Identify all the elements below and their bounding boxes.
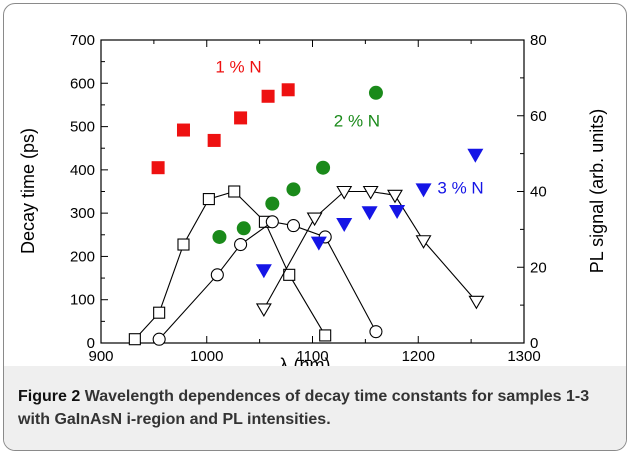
decay-point	[281, 83, 295, 97]
series-annotation: 1 % N	[215, 57, 261, 76]
y-tick-label: 300	[70, 205, 95, 222]
pl-point	[255, 303, 272, 318]
decay-point	[389, 204, 406, 219]
decay-point	[265, 196, 280, 211]
pl-point	[306, 212, 323, 227]
pl-point	[234, 237, 248, 252]
y-tick-label: 600	[70, 75, 95, 92]
decay-point	[310, 236, 327, 251]
pl-point	[228, 185, 241, 198]
decay-point	[176, 123, 190, 137]
x-axis-label: λ (nm)	[280, 355, 331, 366]
pl-line	[158, 221, 377, 340]
y-tick-label: 500	[70, 119, 95, 136]
decay-point	[236, 221, 251, 236]
y2-tick-label: 60	[530, 108, 547, 125]
y-tick-label: 700	[70, 32, 95, 49]
decay-point	[361, 206, 378, 221]
pl-point	[286, 219, 301, 233]
figure-frame: Decay time (ps) PL signal (arb. units) λ…	[3, 3, 627, 451]
x-tick-label: 1200	[402, 348, 435, 365]
pl-line	[134, 190, 326, 340]
y-tick-label: 100	[70, 292, 95, 309]
pl-point	[210, 268, 224, 282]
y2-tick-label: 20	[530, 259, 547, 276]
caption-band	[4, 366, 626, 450]
series-annotation: 3 % N	[437, 179, 483, 198]
x-tick-label: 1100	[296, 348, 328, 365]
caption-label: Figure 2	[18, 388, 81, 405]
pl-point	[177, 238, 190, 251]
pl-point	[153, 306, 166, 319]
decay-point	[467, 148, 484, 163]
series-annotation: 2 % N	[334, 112, 380, 131]
decay-point	[207, 133, 221, 147]
pl-point	[283, 268, 296, 281]
decay-point	[336, 217, 353, 232]
pl-point	[319, 329, 332, 342]
y2-tick-label: 0	[530, 335, 538, 352]
decay-point	[151, 161, 165, 175]
decay-point	[234, 111, 248, 125]
chart: Decay time (ps) PL signal (arb. units) λ…	[18, 32, 607, 366]
y-tick-label: 200	[70, 248, 95, 265]
pl-point	[128, 333, 141, 346]
y-axis-label: Decay time (ps)	[18, 128, 38, 254]
y-tick-label: 400	[70, 162, 95, 179]
x-tick-label: 1000	[190, 348, 223, 365]
pl-point	[152, 332, 166, 346]
pl-point	[362, 185, 379, 200]
decay-point	[261, 89, 275, 103]
y2-tick-label: 80	[530, 32, 547, 49]
y2-axis-label: PL signal (arb. units)	[587, 109, 607, 273]
figure-caption: Figure 2 Wavelength dependences of decay…	[18, 385, 618, 431]
pl-point	[336, 185, 353, 200]
pl-point	[468, 295, 485, 310]
decay-point	[212, 229, 227, 244]
x-tick-label: 1300	[507, 348, 540, 365]
pl-point	[415, 235, 432, 249]
y2-tick-label: 40	[530, 184, 547, 201]
decay-point	[286, 182, 301, 197]
decay-point	[255, 264, 272, 279]
y-tick-label: 0	[87, 335, 95, 352]
pl-point	[387, 189, 403, 204]
decay-point	[368, 85, 383, 100]
decay-point	[415, 183, 432, 198]
decay-point	[316, 160, 331, 175]
pl-point	[265, 215, 279, 229]
x-tick-label: 900	[88, 348, 113, 365]
caption-body: Wavelength dependences of decay time con…	[18, 388, 590, 428]
pl-point	[202, 193, 215, 206]
pl-point	[369, 325, 383, 339]
